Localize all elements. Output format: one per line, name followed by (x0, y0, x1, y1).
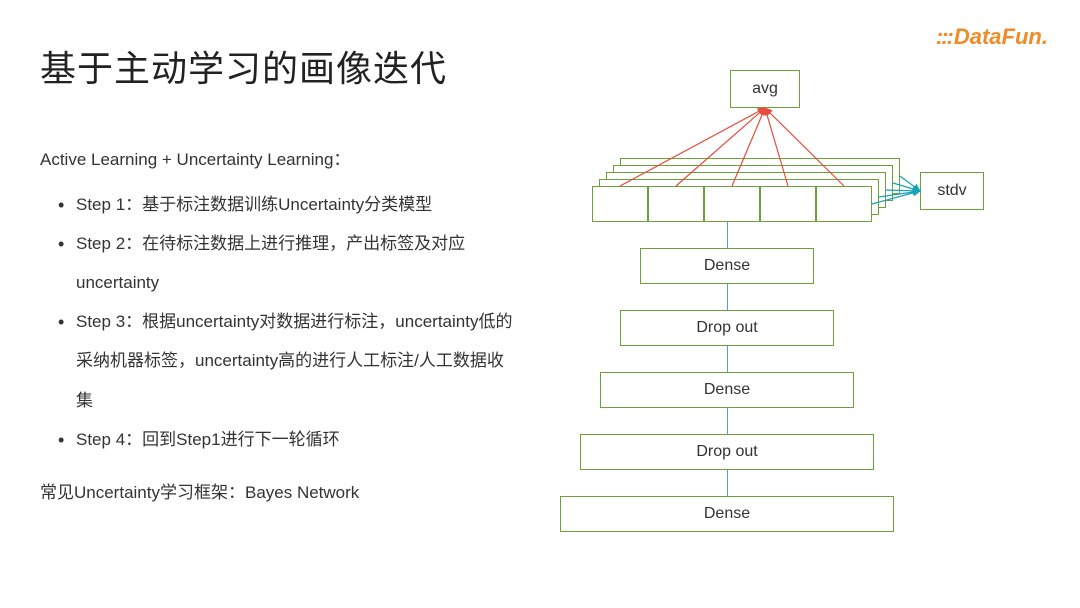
connector (727, 284, 728, 310)
step-item: Step 1：基于标注数据训练Uncertainty分类模型 (58, 185, 520, 224)
footer-line: 常见Uncertainty学习框架：Bayes Network (40, 473, 520, 512)
lead-line: Active Learning + Uncertainty Learning： (40, 140, 520, 179)
content-text: Active Learning + Uncertainty Learning： … (40, 140, 520, 512)
connector (727, 470, 728, 496)
layer-box: Dense (600, 372, 854, 408)
connector (727, 222, 728, 248)
output-cell (816, 186, 872, 222)
output-cell (704, 186, 760, 222)
brand-logo: :::DataFun. (936, 24, 1048, 50)
output-cell (760, 186, 816, 222)
connector (727, 408, 728, 434)
stdv-box: stdv (920, 172, 984, 210)
architecture-diagram: avg stdv Dense Drop out Dense Drop out Dense (520, 70, 1060, 570)
step-item: Step 3：根据uncertainty对数据进行标注，uncertainty低… (58, 302, 520, 419)
connector (727, 346, 728, 372)
step-item: Step 2：在待标注数据上进行推理，产出标签及对应uncertainty (58, 224, 520, 302)
layer-box: Drop out (620, 310, 834, 346)
layer-box: Dense (560, 496, 894, 532)
layer-box: Dense (640, 248, 814, 284)
avg-box: avg (730, 70, 800, 108)
layer-box: Drop out (580, 434, 874, 470)
step-item: Step 4：回到Step1进行下一轮循环 (58, 420, 520, 459)
output-cell (648, 186, 704, 222)
page-title: 基于主动学习的画像迭代 (40, 40, 447, 92)
output-cell (592, 186, 648, 222)
step-list: Step 1：基于标注数据训练Uncertainty分类模型Step 2：在待标… (40, 185, 520, 459)
